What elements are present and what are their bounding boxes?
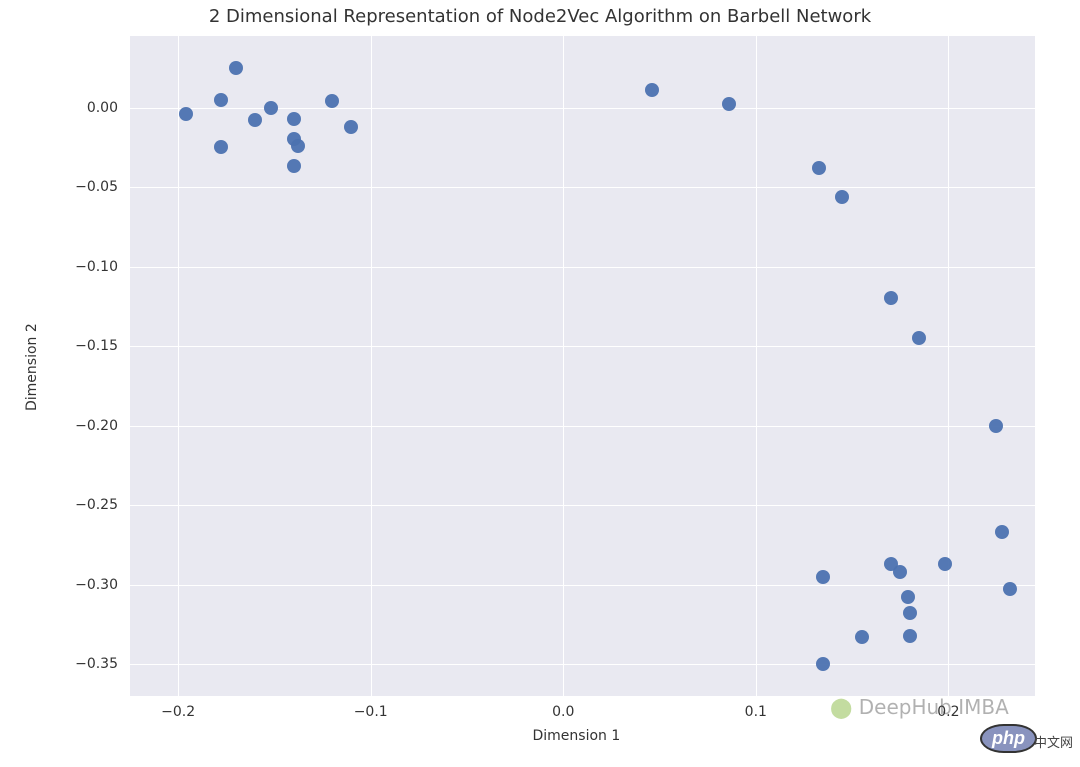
data-point	[989, 419, 1003, 433]
gridline-h	[130, 585, 1035, 586]
data-point	[214, 140, 228, 154]
php-badge: php	[980, 724, 1037, 753]
y-tick-label: −0.30	[70, 577, 118, 593]
plot-area	[130, 36, 1035, 696]
data-point	[1003, 582, 1017, 596]
data-point	[816, 657, 830, 671]
data-point	[248, 113, 262, 127]
y-tick-label: −0.20	[70, 418, 118, 434]
y-tick-label: −0.10	[70, 259, 118, 275]
y-tick-label: 0.00	[70, 100, 118, 116]
gridline-v	[948, 36, 949, 696]
data-point	[816, 570, 830, 584]
scatter-chart: 2 Dimensional Representation of Node2Vec…	[0, 0, 1080, 767]
data-point	[214, 93, 228, 107]
gridline-h	[130, 505, 1035, 506]
x-tick-label: 0.2	[937, 704, 959, 720]
data-point	[179, 107, 193, 121]
x-tick-label: −0.1	[354, 704, 388, 720]
data-point	[995, 525, 1009, 539]
data-point	[287, 112, 301, 126]
y-tick-label: −0.35	[70, 656, 118, 672]
x-axis-label: Dimension 1	[533, 728, 621, 744]
data-point	[344, 120, 358, 134]
data-point	[835, 190, 849, 204]
data-point	[855, 630, 869, 644]
chart-title: 2 Dimensional Representation of Node2Vec…	[0, 6, 1080, 27]
data-point	[912, 331, 926, 345]
y-axis-label: Dimension 2	[24, 323, 40, 411]
gridline-h	[130, 346, 1035, 347]
gridline-v	[563, 36, 564, 696]
data-point	[287, 159, 301, 173]
data-point	[884, 291, 898, 305]
data-point	[264, 101, 278, 115]
gridline-h	[130, 664, 1035, 665]
x-tick-label: −0.2	[161, 704, 195, 720]
php-cn-text: 中文网	[1034, 732, 1073, 751]
gridline-h	[130, 187, 1035, 188]
data-point	[938, 557, 952, 571]
y-tick-label: −0.25	[70, 497, 118, 513]
data-point	[901, 590, 915, 604]
data-point	[812, 161, 826, 175]
data-point	[645, 83, 659, 97]
gridline-v	[371, 36, 372, 696]
x-tick-label: 0.1	[745, 704, 767, 720]
data-point	[903, 629, 917, 643]
data-point	[229, 61, 243, 75]
gridline-h	[130, 267, 1035, 268]
gridline-h	[130, 426, 1035, 427]
data-point	[903, 606, 917, 620]
wechat-watermark: ⬤ DeepHub IMBA	[830, 695, 1009, 719]
gridline-v	[756, 36, 757, 696]
data-point	[893, 565, 907, 579]
data-point	[291, 139, 305, 153]
wechat-icon: ⬤	[830, 695, 852, 719]
y-tick-label: −0.15	[70, 338, 118, 354]
x-tick-label: 0.0	[552, 704, 574, 720]
y-tick-label: −0.05	[70, 179, 118, 195]
data-point	[722, 97, 736, 111]
gridline-v	[178, 36, 179, 696]
data-point	[325, 94, 339, 108]
wechat-text: DeepHub IMBA	[859, 695, 1009, 719]
